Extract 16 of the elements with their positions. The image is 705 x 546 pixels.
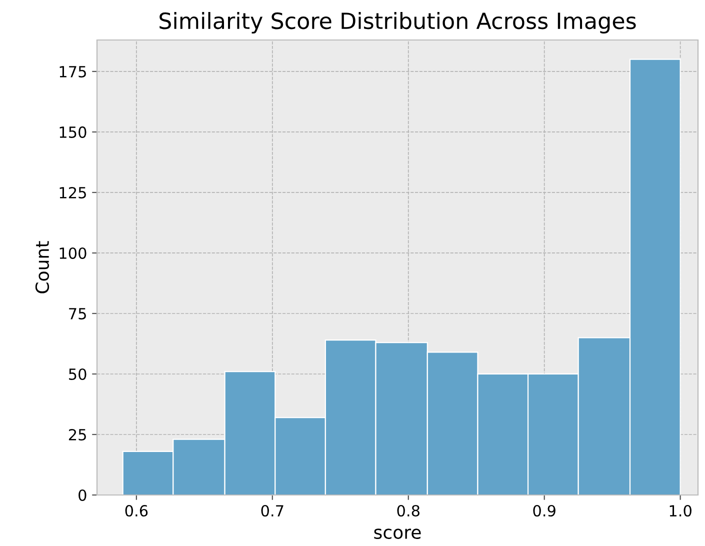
- y-axis-title: Count: [35, 241, 50, 294]
- x-tick-label: 0.8: [397, 504, 420, 517]
- y-tick-label: 125: [60, 186, 86, 198]
- chart-title: Similarity Score Distribution Across Images: [160, 12, 636, 34]
- x-tick-label: 0.9: [533, 504, 556, 517]
- y-tick-label: 150: [60, 126, 86, 138]
- y-tick-label: 50: [69, 368, 86, 380]
- y-tick-label: 25: [68, 428, 86, 441]
- y-tick-label: 175: [60, 66, 86, 78]
- x-axis-title: score: [374, 528, 421, 540]
- x-tick-label: 1.0: [670, 504, 692, 517]
- y-tick-label: 75: [69, 308, 86, 320]
- y-tick-label: 100: [60, 247, 86, 259]
- x-tick-label: 0.7: [261, 504, 284, 517]
- y-tick-label: 0: [78, 489, 86, 502]
- x-tick-label: 0.6: [125, 504, 148, 517]
